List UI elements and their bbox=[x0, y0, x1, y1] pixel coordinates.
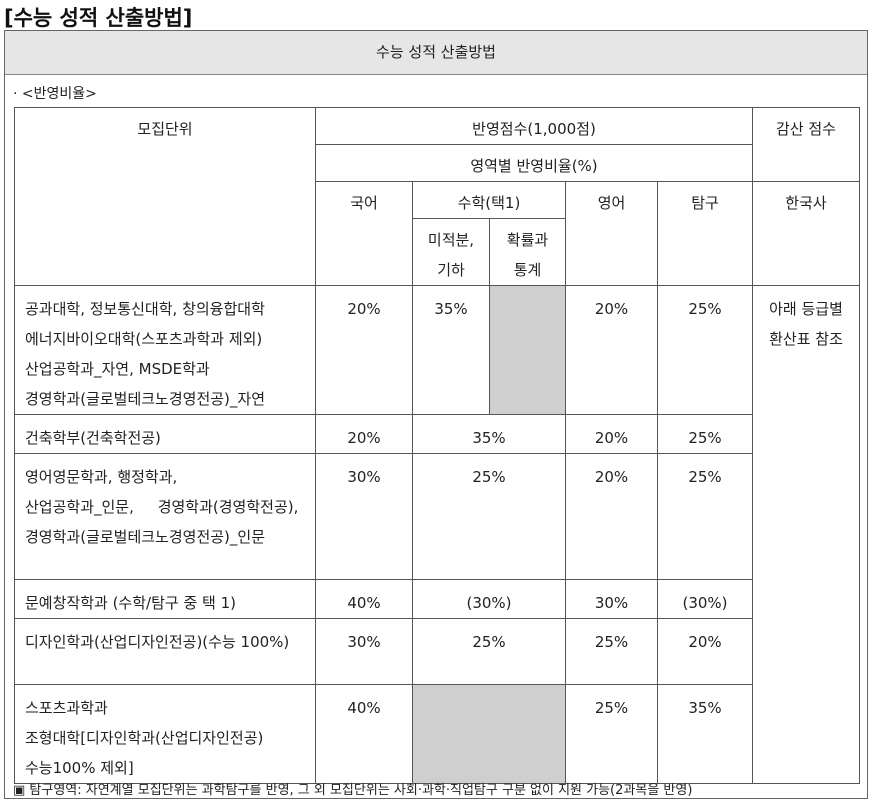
cell: 25% bbox=[412, 618, 566, 685]
cell: (30%) bbox=[657, 579, 753, 619]
line: 스포츠과학과 bbox=[25, 699, 108, 717]
cell: 25% bbox=[412, 453, 566, 580]
header-cell: 한국사 bbox=[752, 181, 860, 286]
cell: 40% bbox=[315, 684, 413, 784]
section-label: · <반영비율> bbox=[13, 86, 97, 102]
cell: 20% bbox=[565, 453, 658, 580]
cell: 40% bbox=[315, 579, 413, 619]
cell: 30% bbox=[315, 618, 413, 685]
line: 미적분, bbox=[427, 231, 475, 249]
empty-cell bbox=[412, 684, 566, 784]
ratio-table: 모집단위 반영점수(1,000점) 감산 점수 영역별 반영비율(%) 국어 수학(택… bbox=[14, 107, 860, 784]
cell: 35% bbox=[412, 414, 566, 454]
title: [수능 성적 산출방법] bbox=[4, 6, 193, 30]
line: 조형대학[디자인학과(산업디자인전공) bbox=[25, 729, 264, 747]
content-box: 수능 성적 산출방법 · <반영비율> 모집단위 반영점수(1,000점) 감산 점… bbox=[4, 30, 868, 799]
unit-cell: 문예창작학과 (수학/탐구 중 택 1) bbox=[14, 579, 316, 619]
line: 기하 bbox=[437, 261, 465, 279]
cell: (30%) bbox=[412, 579, 566, 619]
cell: 35% bbox=[412, 285, 490, 415]
cell: 35% bbox=[657, 684, 753, 784]
line: 공과대학, 정보통신대학, 창의융합대학 bbox=[25, 300, 265, 318]
line: 산업공학과_자연, MSDE학과 bbox=[25, 360, 210, 378]
line: 건축학부(건축학전공) bbox=[25, 429, 161, 447]
cell: 25% bbox=[657, 285, 753, 415]
line: 환산표 참조 bbox=[769, 330, 843, 348]
line: 문예창작학과 (수학/탐구 중 택 1) bbox=[25, 594, 236, 612]
line: 경영학과(글로벌테크노경영전공)_인문 bbox=[25, 528, 266, 546]
box-header: 수능 성적 산출방법 bbox=[5, 31, 867, 75]
header-cell: 모집단위 bbox=[14, 107, 316, 286]
header-cell: 영역별 반영비율(%) bbox=[315, 144, 753, 182]
cell: 30% bbox=[315, 453, 413, 580]
header-cell: 수학(택1) bbox=[412, 181, 566, 219]
cell: 25% bbox=[657, 414, 753, 454]
line: 아래 등급별 bbox=[769, 300, 843, 318]
cell: 25% bbox=[565, 618, 658, 685]
header-cell: 탐구 bbox=[657, 181, 753, 286]
header-cell: 국어 bbox=[315, 181, 413, 286]
cell: 20% bbox=[657, 618, 753, 685]
line: 에너지바이오대학(스포츠과학과 제외) bbox=[25, 330, 263, 348]
cell: 25% bbox=[657, 453, 753, 580]
unit-cell: 영어영문학과, 행정학과, 산업공학과_인문, 경영학과(경영학전공), 경영학과(… bbox=[14, 453, 316, 580]
line: 수능100% 제외] bbox=[25, 759, 134, 777]
line: 확률과 bbox=[506, 231, 549, 249]
line: 경영학과(글로벌테크노경영전공)_자연 bbox=[25, 390, 266, 408]
footnote: ▣ 탐구영역: 자연계열 모집단위는 과학탐구를 반영, 그 외 모집단위는 사… bbox=[13, 783, 693, 798]
line: 통계 bbox=[513, 261, 542, 279]
line: 영어영문학과, 행정학과, bbox=[25, 468, 178, 486]
unit-cell: 건축학부(건축학전공) bbox=[14, 414, 316, 454]
cell: 25% bbox=[565, 684, 658, 784]
header-cell: 감산 점수 bbox=[752, 107, 860, 182]
cell: 20% bbox=[565, 414, 658, 454]
cell: 20% bbox=[315, 414, 413, 454]
header-cell: 반영점수(1,000점) bbox=[315, 107, 753, 145]
line: 디자인학과(산업디자인전공)(수능 100%) bbox=[25, 633, 290, 651]
header-cell: 미적분, 기하 bbox=[412, 218, 490, 286]
empty-cell bbox=[489, 285, 566, 415]
unit-cell: 디자인학과(산업디자인전공)(수능 100%) bbox=[14, 618, 316, 685]
line: 산업공학과_인문, 경영학과(경영학전공), bbox=[25, 498, 299, 516]
cell: 20% bbox=[565, 285, 658, 415]
header-cell: 영어 bbox=[565, 181, 658, 286]
cell: 30% bbox=[565, 579, 658, 619]
cell: 20% bbox=[315, 285, 413, 415]
